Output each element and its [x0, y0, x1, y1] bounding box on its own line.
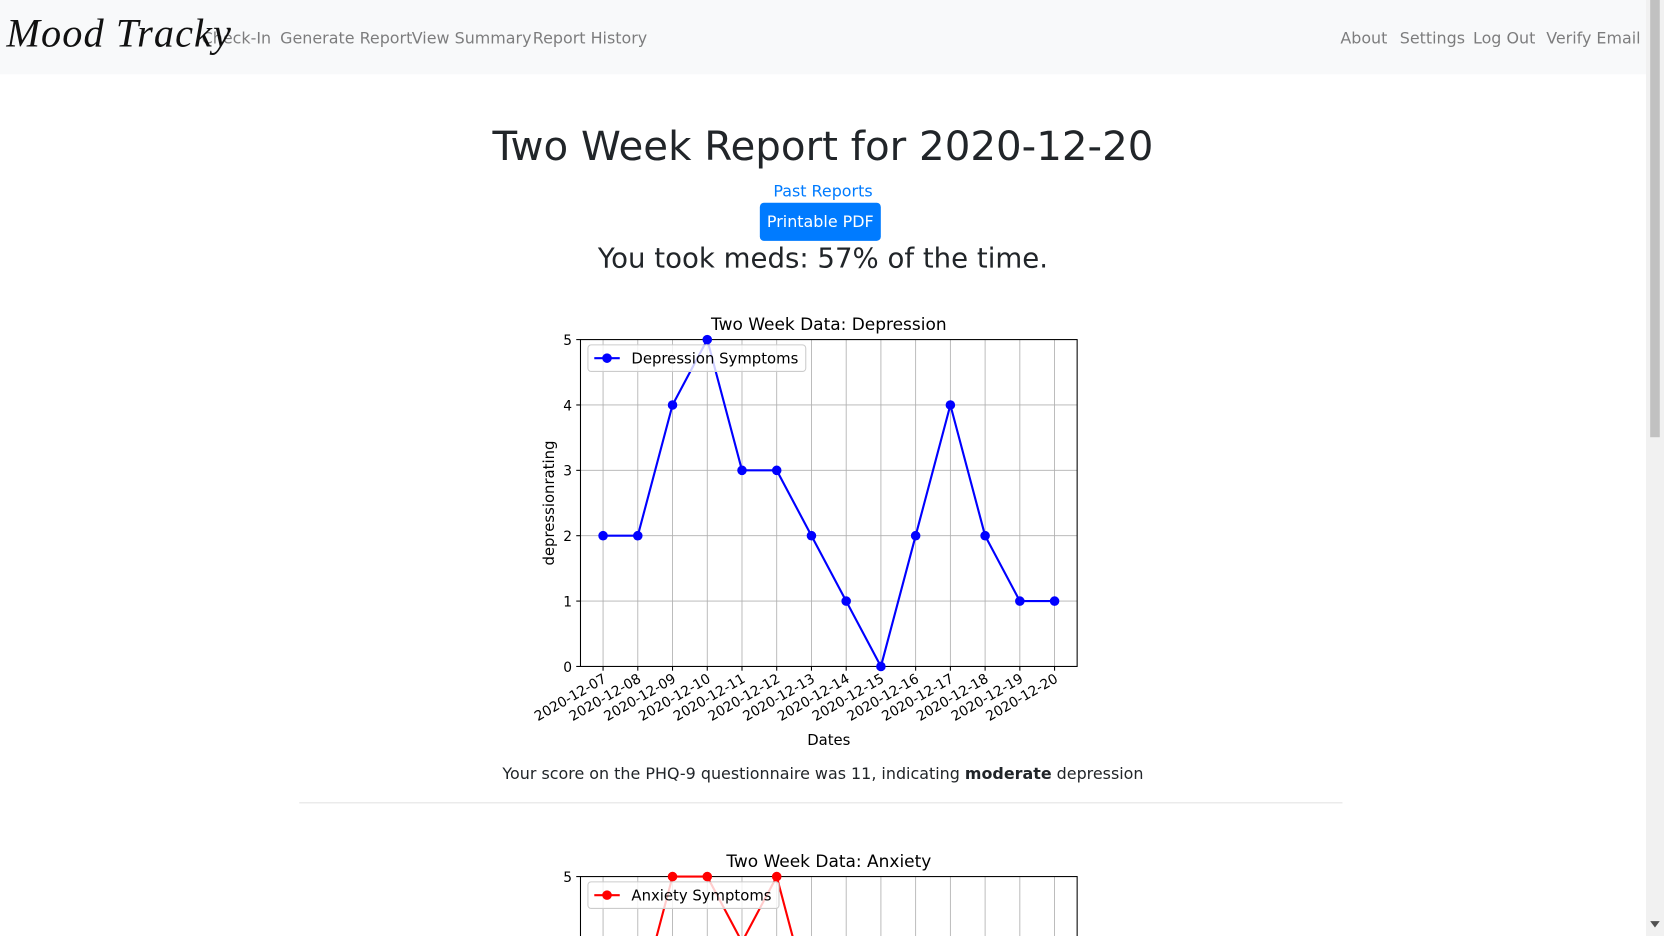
data-point [667, 400, 678, 410]
data-line [655, 873, 794, 936]
y-tick-label: 1 [563, 594, 572, 610]
data-point [1015, 596, 1025, 606]
pdf-button[interactable]: Printable PDF [759, 202, 881, 241]
nav-link[interactable]: About [1340, 28, 1388, 48]
plot-frame [579, 339, 1078, 667]
meds-text: You took meds: 57% of the time. [597, 243, 1049, 275]
y-tick-label: 5 [563, 333, 572, 349]
legend-marker [602, 890, 612, 900]
phq-text-part: Your score on the PHQ-9 questionnaire wa… [502, 764, 965, 784]
y-axis-label: depressionrating [540, 441, 558, 566]
x-axis-label: Dates [807, 731, 850, 749]
nav-link[interactable]: Settings [1399, 28, 1466, 48]
divider [299, 802, 1343, 804]
y-tick-label: 0 [563, 660, 572, 676]
legend-label: Depression Symptoms [631, 349, 798, 367]
y-tick-label: 5 [563, 870, 572, 886]
data-point [1049, 596, 1060, 606]
y-tick-label: 3 [563, 464, 572, 480]
phq-text-part: depression [1051, 764, 1144, 784]
phq-severity: moderate [964, 764, 1052, 784]
data-point [702, 334, 713, 345]
legend-box [587, 881, 780, 909]
data-point [841, 596, 851, 606]
data-point [598, 530, 608, 541]
data-point [737, 465, 747, 476]
legend-label: Anxiety Symptoms [631, 886, 771, 904]
nav-link[interactable]: View Summary [411, 28, 532, 48]
nav-link[interactable]: Report History [532, 28, 648, 48]
report-title: Two Week Report for 2020-12-20 [492, 123, 1154, 170]
data-point [633, 530, 643, 541]
data-point [876, 661, 886, 672]
navbar: Mood Tracky Check-In Generate Report Vie… [0, 0, 1646, 75]
y-tick-label: 4 [563, 398, 572, 414]
past-reports-link[interactable]: Past Reports [773, 181, 873, 201]
chart-title: Two Week Data: Anxiety [725, 852, 931, 872]
data-point [980, 530, 990, 541]
nav-link[interactable]: Check-In [201, 28, 272, 48]
legend-box [587, 344, 807, 372]
data-point [771, 465, 782, 476]
phq-text: Your score on the PHQ-9 questionnaire wa… [0, 764, 1646, 783]
nav-link[interactable]: Log Out [1472, 28, 1536, 48]
data-line [603, 336, 1055, 670]
chart-title: Two Week Data: Depression [710, 315, 947, 335]
data-point [667, 871, 678, 882]
legend: Depression Symptoms [587, 344, 807, 372]
data-point [910, 530, 921, 541]
brand[interactable]: Mood Tracky [6, 11, 232, 57]
data-point [702, 871, 713, 882]
data-point [945, 400, 956, 410]
y-tick-label: 2 [563, 529, 572, 545]
data-point [806, 530, 817, 541]
plot-frame [579, 876, 1078, 936]
nav-link[interactable]: Generate Report [280, 28, 413, 48]
legend: Anxiety Symptoms [587, 881, 780, 909]
nav-link[interactable]: Verify Email [1546, 28, 1641, 48]
scrollbar[interactable] [1645, 0, 1664, 936]
data-point [771, 871, 782, 882]
legend-marker [602, 353, 612, 363]
